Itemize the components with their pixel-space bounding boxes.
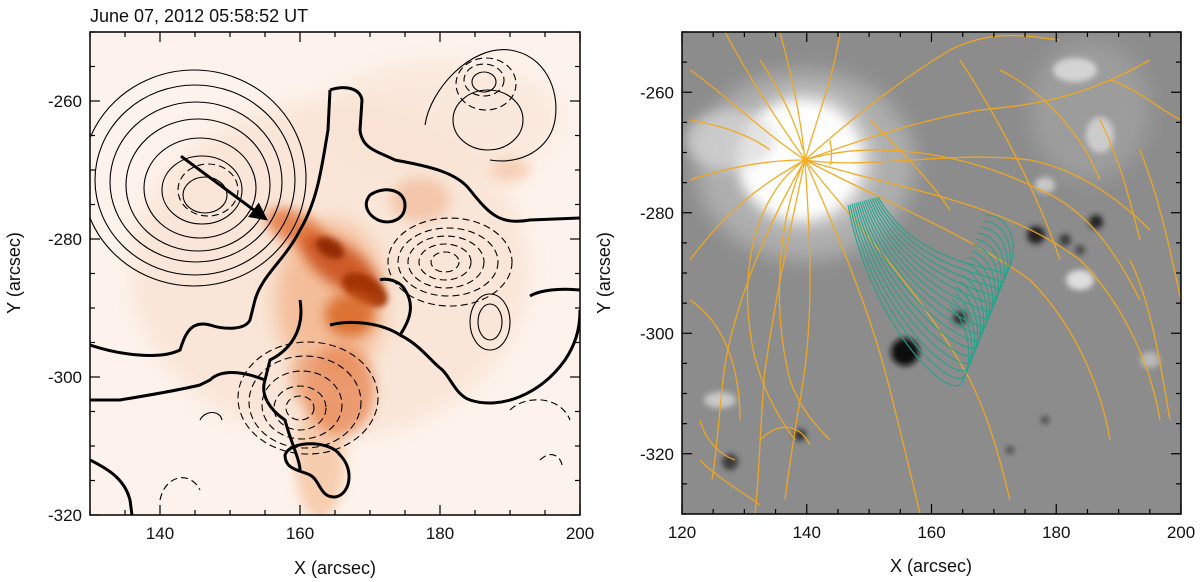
emission-core <box>265 158 530 515</box>
flux-rope-line <box>849 204 973 379</box>
left-x-tick-label: 160 <box>286 524 314 543</box>
left-x-tick-label: 140 <box>146 524 174 543</box>
flux-rope-line <box>873 197 1008 291</box>
right-y-tick-label: -280 <box>640 204 674 223</box>
right-x-tick-label: 180 <box>1042 523 1070 542</box>
right-y-tick-label: -260 <box>640 83 674 102</box>
flux-rope-line <box>867 199 999 313</box>
right-y-tick-label: -300 <box>640 324 674 343</box>
euv-emission-image <box>90 32 580 515</box>
flux-rope-line <box>875 197 1011 284</box>
left-x-axis-label: X (arcsec) <box>294 558 376 578</box>
flux-rope-line <box>847 204 970 387</box>
right-x-axis-label: X (arcsec) <box>890 556 972 576</box>
flux-rope-line <box>869 198 1002 305</box>
left-y-tick-label: -320 <box>48 506 82 525</box>
right-x-tick-label: 140 <box>793 523 821 542</box>
left-y-axis-label: Y (arcsec) <box>4 232 24 314</box>
field-lines <box>689 32 1181 514</box>
right-x-tick-label: 160 <box>917 523 945 542</box>
right-x-tick-label: 200 <box>1167 523 1195 542</box>
right-axis-tick-labels: 120 140 160 180 200 -260 -280 -300 -320 <box>640 83 1195 542</box>
polarity-inversion-lines <box>90 86 580 515</box>
left-y-tick-label: -280 <box>48 230 82 249</box>
right-y-tick-label: -320 <box>640 445 674 464</box>
timestamp-label: June 07, 2012 05:58:52 UT <box>90 6 308 26</box>
left-x-tick-label: 180 <box>426 524 454 543</box>
left-x-tick-label: 200 <box>566 524 594 543</box>
left-y-tick-label: -260 <box>48 92 82 111</box>
flow-arrow <box>180 154 268 221</box>
right-panel: 120 140 160 180 200 -260 -280 -300 -320 X (arcse… <box>594 31 1195 576</box>
flux-rope-line <box>861 201 990 335</box>
flux-rope-line <box>855 202 982 357</box>
right-axis-ticks <box>681 31 1182 515</box>
left-axis-ticks <box>89 31 581 516</box>
positive-polarity-contours <box>90 49 557 421</box>
flux-rope-line <box>853 203 979 364</box>
left-axis-tick-labels: 140 160 180 200 -260 -280 -300 -320 <box>48 92 594 543</box>
right-y-axis-label: Y (arcsec) <box>594 232 614 314</box>
magnetogram-image <box>682 32 1181 514</box>
flux-rope-lines <box>847 196 1014 387</box>
flux-rope-line <box>877 196 1014 276</box>
flux-rope-line <box>871 198 1005 298</box>
negative-polarity-contours <box>159 57 571 501</box>
right-x-tick-label: 120 <box>668 523 696 542</box>
flux-rope-line <box>851 203 976 372</box>
flux-rope-line <box>865 200 996 320</box>
left-y-tick-label: -300 <box>48 368 82 387</box>
left-panel: June 07, 2012 05:58:52 UT <box>4 6 594 578</box>
